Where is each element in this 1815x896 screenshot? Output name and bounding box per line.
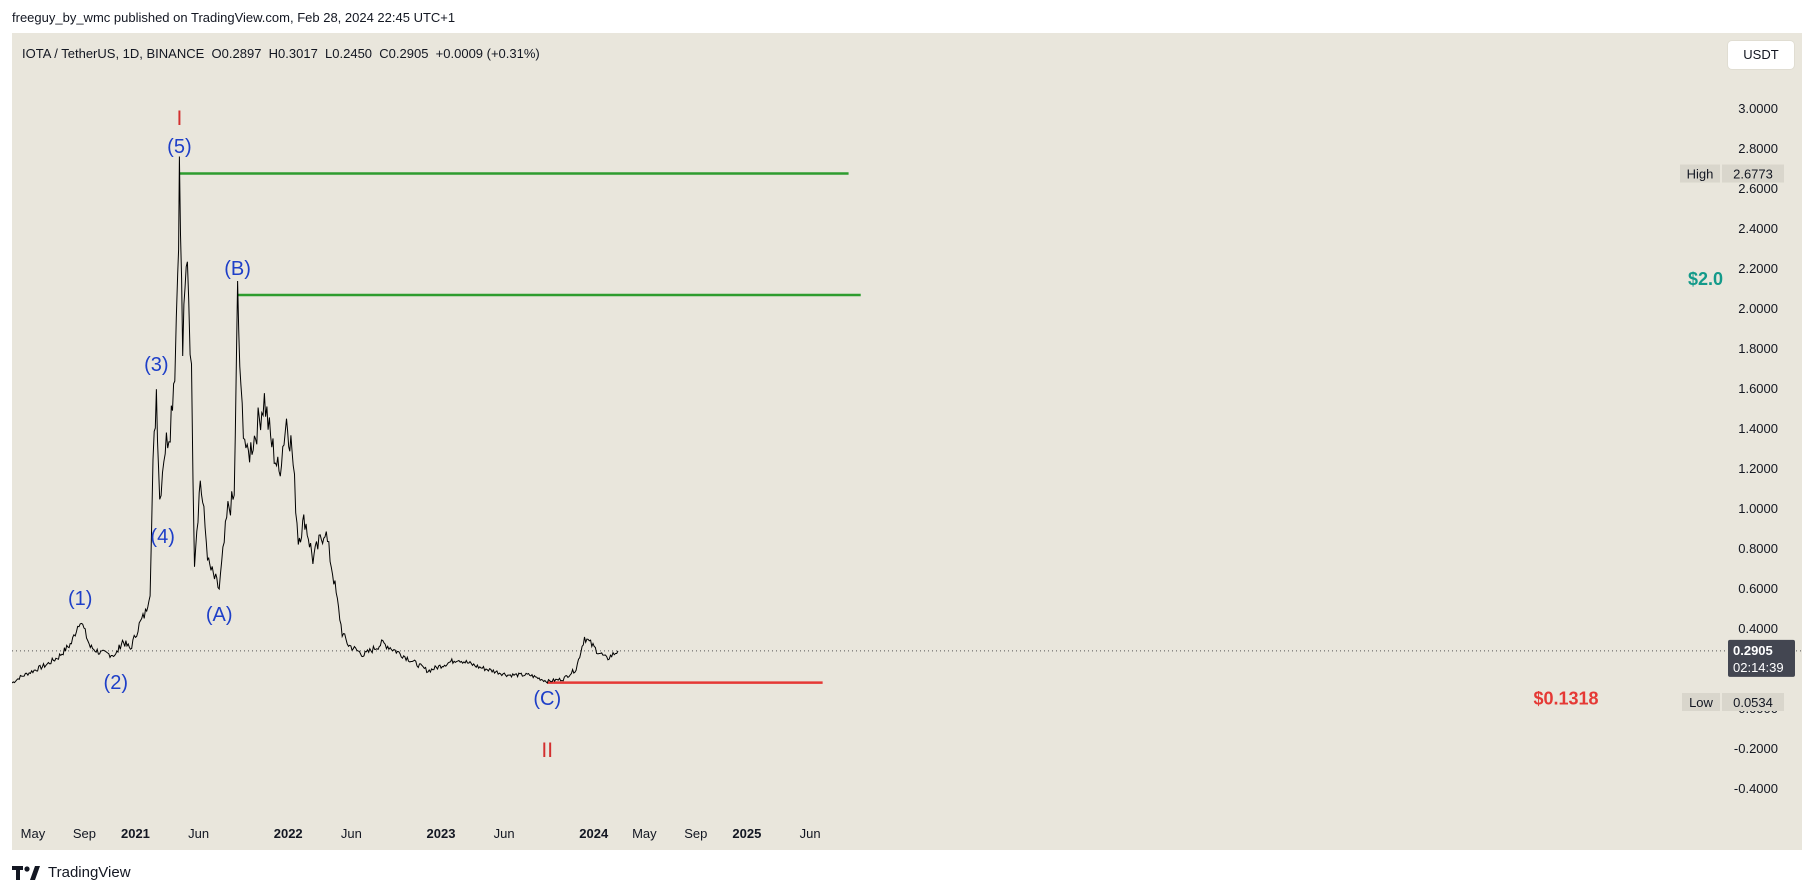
low-value-tag: 0.0534 [1733,695,1773,710]
wave-label: (A) [206,604,233,626]
wave-label: II [541,739,553,762]
x-tick-label: 2021 [121,826,150,841]
wave-label: (B) [224,258,251,280]
chart-area[interactable] [12,33,1802,850]
symbol-pair: IOTA / TetherUS, 1D, BINANCE [22,46,205,61]
y-tick-label: 0.4000 [1738,621,1778,636]
low-tag-bg [1682,693,1720,711]
x-tick-label: 2022 [274,826,303,841]
x-tick-label: 2024 [579,826,609,841]
wave-label: (C) [533,688,561,710]
wave-label: (4) [150,526,174,548]
symbol-legend: IOTA / TetherUS, 1D, BINANCE O0.2897 H0.… [22,46,540,61]
y-tick-label: 0.6000 [1738,581,1778,596]
x-tick-label: 2025 [732,826,761,841]
low-tag-label: Low [1689,695,1713,710]
publish-caption: freeguy_by_wmc published on TradingView.… [12,10,456,25]
y-tick-label: 2.8000 [1738,141,1778,156]
change-value: +0.0009 (+0.31%) [435,46,540,61]
x-tick-label: May [21,826,46,841]
high-value-tag-bg [1722,164,1784,183]
y-tick-label: -0.4000 [1734,781,1778,796]
wave-label: (1) [68,588,92,610]
high-tag-label: High [1687,167,1714,182]
close-value: C0.2905 [379,46,429,61]
current-price-tag-bg [1728,639,1795,677]
x-tick-label: Jun [494,826,515,841]
brand-label: TradingView [48,864,131,881]
x-tick-label: Jun [341,826,362,841]
y-tick-label: 1.8000 [1738,341,1778,356]
target-level-label: $2.0 [1688,269,1723,289]
currency-button[interactable]: USDT [1728,41,1794,69]
y-tick-label: 2.2000 [1738,261,1778,276]
x-tick-label: Jun [800,826,821,841]
y-tick-label: 1.6000 [1738,381,1778,396]
x-tick-label: Jun [188,826,209,841]
x-tick-label: 2023 [427,826,456,841]
bar-countdown: 02:14:39 [1733,660,1784,675]
high-value: H0.3017 [268,46,318,61]
current-price-tag: 0.2905 [1733,643,1773,658]
high-tag-bg [1680,164,1720,183]
tradingview-logo-icon [12,865,40,880]
y-tick-label: -0.2000 [1734,741,1778,756]
wave-label: (5) [167,136,191,158]
y-tick-label: 1.4000 [1738,421,1778,436]
x-tick-label: Sep [73,826,96,841]
low-value-tag-bg [1722,693,1784,711]
y-tick-label: 2.6000 [1738,181,1778,196]
open-value: O0.2897 [211,46,262,61]
price-series-line [12,156,619,684]
y-tick-label: 1.2000 [1738,461,1778,476]
y-tick-label: 0.8000 [1738,541,1778,556]
low-value: L0.2450 [325,46,373,61]
wave-label: (3) [144,354,168,376]
support-level-label: $0.1318 [1533,689,1598,709]
y-tick-label: 2.0000 [1738,301,1778,316]
high-value-tag: 2.6773 [1733,167,1773,182]
x-tick-label: May [632,826,657,841]
tradingview-brand[interactable]: TradingView [12,864,131,881]
wave-label: (2) [104,672,128,694]
wave-label: I [176,107,182,130]
y-tick-label: 3.0000 [1738,101,1778,116]
y-tick-label: 1.0000 [1738,501,1778,516]
x-tick-label: Sep [684,826,707,841]
y-tick-label: 2.4000 [1738,221,1778,236]
